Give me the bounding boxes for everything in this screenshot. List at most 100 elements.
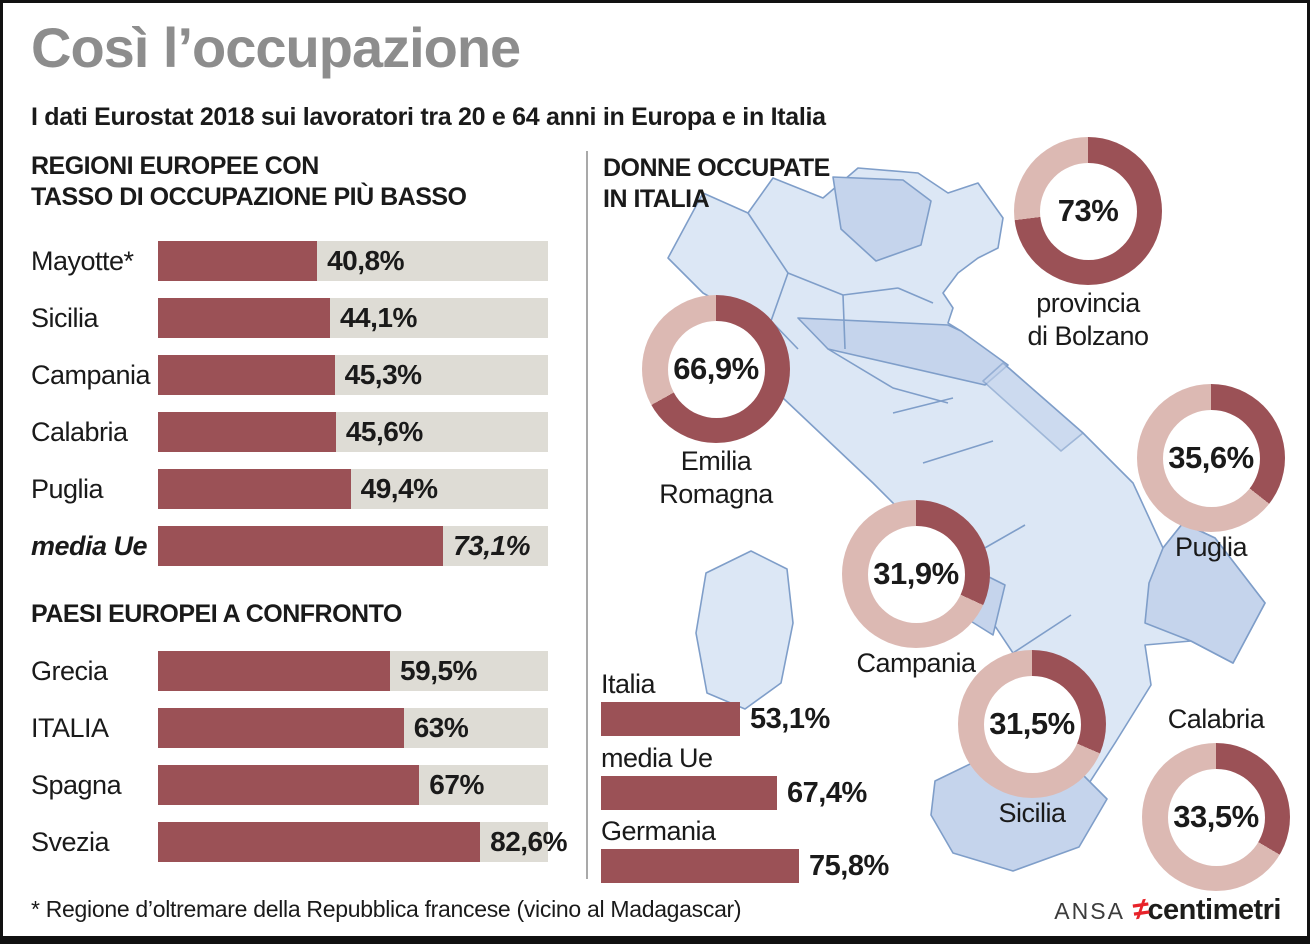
bar-fill	[158, 469, 351, 509]
italy-map	[667, 167, 1266, 872]
donut-label: Sicilia	[917, 797, 1147, 830]
page-subtitle: I dati Eurostat 2018 sui lavoratori tra …	[31, 103, 826, 131]
bar-row: ITALIA 63%	[31, 708, 548, 748]
bar-value: 45,3%	[344, 359, 422, 390]
mini-bar-item: Italia 53,1%	[601, 669, 830, 736]
bar-track: 45,6%	[158, 412, 548, 452]
donut-value: 66,9%	[673, 351, 759, 386]
bar-track: 73,1%	[158, 526, 548, 566]
bar-label: Svezia	[31, 826, 110, 857]
bar-row: Svezia 82,6%	[31, 822, 568, 862]
bar-value: 82,6%	[490, 826, 568, 857]
donut-label: Calabria	[1101, 703, 1307, 736]
bar-track: 59,5%	[158, 651, 548, 691]
bar-row: Campania 45,3%	[31, 355, 548, 395]
bar-row: Puglia 49,4%	[31, 469, 548, 509]
mini-bar-row: 75,8%	[601, 849, 889, 883]
bar-chart-countries: Grecia 59,5% ITALIA 63% Spagna 67% Svezia 82,6%	[31, 651, 568, 879]
mini-bar-label: media Ue	[601, 743, 713, 773]
bar-value: 44,1%	[339, 302, 417, 333]
section-title-line: IN ITALIA	[603, 185, 710, 213]
donut-label-line: Emilia	[680, 446, 752, 476]
donut-chart: 31,5%	[958, 650, 1106, 798]
mini-bar-item: media Ue 67,4%	[601, 743, 867, 810]
donut-label-line: Romagna	[659, 479, 773, 509]
bar-track: 40,8%	[158, 241, 548, 281]
bar-row: media Ue 73,1%	[31, 526, 548, 566]
region-borders	[747, 212, 1072, 654]
centimetri-logo: ≠ centimetri	[1131, 892, 1282, 927]
bar-fill	[158, 355, 335, 395]
donut-label-line: di Bolzano	[1027, 321, 1149, 351]
bar-label: ITALIA	[31, 712, 109, 743]
bar-label: Spagna	[31, 769, 122, 800]
bar-value: 59,5%	[400, 655, 477, 686]
bar-label: Mayotte*	[31, 245, 134, 276]
mini-bar-fill	[601, 776, 777, 810]
donut-value: 35,6%	[1168, 440, 1254, 475]
mini-bar-label: Germania	[601, 816, 716, 846]
mini-bar-fill	[601, 849, 799, 883]
bar-fill	[158, 241, 318, 281]
donut-value: 33,5%	[1173, 799, 1259, 834]
bar-track: 44,1%	[158, 298, 548, 338]
donut-chart: 66,9%	[642, 295, 790, 443]
footnote: * Regione d’oltremare della Repubblica f…	[31, 896, 742, 922]
mini-bar-item: Germania 75,8%	[601, 816, 889, 883]
bar-value: 49,4%	[360, 473, 438, 504]
section-title-line: REGIONI EUROPEE CON	[31, 152, 319, 180]
bar-fill	[158, 708, 404, 748]
mini-bar-fill	[601, 702, 740, 736]
donut-label: Campania	[801, 647, 1031, 680]
donut-label-line: Campania	[856, 648, 976, 678]
ansa-logo: ANSA	[1054, 898, 1125, 924]
region-adriatic-band	[982, 362, 1084, 452]
bar-track: 49,4%	[158, 469, 548, 509]
bar-row: Spagna 67%	[31, 765, 548, 805]
mini-bar-value: 75,8%	[809, 849, 889, 882]
bar-label: media Ue	[31, 530, 148, 561]
donut-label-line: provincia	[1036, 288, 1140, 318]
bar-fill	[158, 822, 481, 862]
donut-label: provincia di Bolzano	[973, 287, 1203, 353]
bar-row: Calabria 45,6%	[31, 412, 548, 452]
donut-value: 31,9%	[873, 556, 959, 591]
brand-logo: ANSA ≠ centimetri	[1054, 892, 1282, 927]
island-sardegna	[695, 550, 794, 710]
bar-fill	[158, 298, 330, 338]
bar-value: 67%	[429, 769, 484, 800]
page-title: Così l’occupazione	[31, 16, 521, 79]
bar-label: Calabria	[31, 416, 128, 447]
donut-value: 73%	[1057, 193, 1119, 228]
donut-label-line: Sicilia	[998, 798, 1066, 828]
bar-fill	[158, 412, 336, 452]
donut-label-line: Puglia	[1174, 532, 1248, 562]
donut-chart: 33,5%	[1142, 743, 1290, 891]
bar-fill	[158, 526, 444, 566]
section-title-line: PAESI EUROPEI A CONFRONTO	[31, 600, 402, 628]
section-title-line: TASSO DI OCCUPAZIONE PIÙ BASSO	[31, 183, 467, 211]
region-trentino	[832, 176, 932, 262]
bar-chart-regions: Mayotte* 40,8% Sicilia 44,1% Campania 45,3% Ca…	[31, 241, 548, 583]
bar-fill	[158, 651, 391, 691]
mini-bar-row: 67,4%	[601, 776, 867, 810]
mini-bar-value: 67,4%	[787, 776, 867, 809]
donut-label-line: Calabria	[1167, 704, 1265, 734]
donut-chart: 73%	[1014, 137, 1162, 285]
bar-label: Puglia	[31, 473, 104, 504]
donut-value: 31,5%	[989, 706, 1075, 741]
bar-value: 40,8%	[327, 245, 405, 276]
bar-label: Campania	[31, 359, 151, 390]
column-divider	[586, 151, 588, 879]
section-title-countries: PAESI EUROPEI A CONFRONTO	[31, 599, 402, 630]
bar-row: Grecia 59,5%	[31, 651, 548, 691]
bar-value: 73,1%	[453, 530, 530, 561]
bar-value: 63%	[413, 712, 469, 743]
mini-bar-value: 53,1%	[750, 702, 830, 735]
section-title-regions: REGIONI EUROPEE CON TASSO DI OCCUPAZIONE…	[31, 151, 467, 213]
bar-track: 45,3%	[158, 355, 548, 395]
mini-bar-label: Italia	[601, 669, 656, 699]
donut-label: Emilia Romagna	[601, 445, 831, 511]
donut-label: Puglia	[1096, 531, 1307, 564]
bar-label: Grecia	[31, 655, 108, 686]
